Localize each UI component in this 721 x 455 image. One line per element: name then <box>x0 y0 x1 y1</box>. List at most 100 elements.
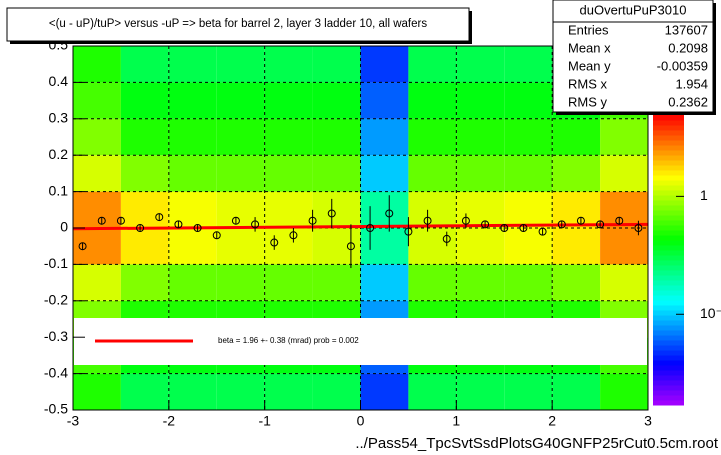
heatmap-cell <box>73 46 121 83</box>
stats-title: duOvertuPuP3010 <box>580 2 687 17</box>
heatmap-cell <box>168 191 217 228</box>
profile-point <box>193 224 202 232</box>
color-bar-segment <box>653 160 684 166</box>
y-tick-label: 0.1 <box>49 182 69 198</box>
color-bar-segment <box>653 285 684 291</box>
stats-value: 0.2362 <box>668 94 708 109</box>
heatmap-cell <box>408 82 457 119</box>
profile-point <box>155 213 164 222</box>
color-bar-segment <box>653 115 684 121</box>
heatmap-cell <box>73 155 121 192</box>
heatmap-cell <box>264 46 313 83</box>
color-bar-segment <box>653 255 684 261</box>
profile-point <box>519 224 528 232</box>
heatmap-cell <box>168 264 217 301</box>
heatmap-cell <box>456 264 505 301</box>
heatmap-cell <box>360 373 409 410</box>
heatmap-cell <box>264 118 313 156</box>
heatmap-cell <box>216 191 265 228</box>
color-bar-segment <box>653 200 684 206</box>
heatmap-cell <box>216 264 265 301</box>
heatmap-cell <box>456 82 505 119</box>
color-bar-segment <box>653 185 684 191</box>
fit-line <box>72 222 649 231</box>
heatmap-cell <box>408 373 457 410</box>
heatmap-cell <box>504 228 553 265</box>
color-bar-segment <box>653 310 684 316</box>
heatmap-cell <box>504 46 553 83</box>
color-bar-segment <box>653 365 684 371</box>
heatmap-cell <box>216 373 265 410</box>
profile-point <box>308 216 317 225</box>
x-tick-label: -2 <box>163 413 176 429</box>
heatmap-cell <box>216 228 265 265</box>
heatmap-cell <box>73 264 121 301</box>
color-bar-segment <box>653 370 684 376</box>
stats-value: -0.00359 <box>657 58 708 73</box>
y-tick-label: -0.1 <box>44 255 68 271</box>
heatmap-cell <box>120 191 169 228</box>
heatmap-cell <box>552 155 601 192</box>
profile-point <box>366 224 375 232</box>
color-bar-segment <box>653 175 684 181</box>
heatmap-cell <box>360 191 409 228</box>
stats-label: RMS x <box>568 76 608 91</box>
color-bar-segment <box>653 355 684 361</box>
heatmap-cell <box>504 373 553 410</box>
heatmap-cell <box>456 373 505 410</box>
heatmap-cell <box>408 155 457 192</box>
color-bar-segment <box>653 155 684 161</box>
color-bar-segment <box>653 220 684 226</box>
title-box <box>6 7 470 42</box>
color-bar-segment <box>653 190 684 196</box>
profile-point <box>404 227 413 236</box>
profile-point <box>289 231 298 240</box>
heatmap-cell <box>264 191 313 228</box>
color-bar-segment <box>653 250 684 256</box>
color-bar-segment <box>653 270 684 276</box>
color-bar-segment <box>653 385 684 391</box>
x-tick-label: 0 <box>357 413 365 429</box>
stats-label: Mean y <box>568 58 611 73</box>
heatmap-cell <box>312 82 361 119</box>
color-bar-segment <box>653 140 684 146</box>
x-axis-label: ../Pass54_TpcSvtSsdPlotsG40GNFP25rCut0.5… <box>355 435 718 452</box>
heatmap-cell <box>73 118 121 156</box>
profile-point <box>557 220 566 229</box>
profile-point <box>442 234 451 243</box>
heatmap-cell <box>120 228 169 265</box>
profile-point <box>538 227 547 236</box>
heatmap-cell <box>600 373 648 410</box>
heatmap-cell <box>504 264 553 301</box>
color-bar-segment <box>653 240 684 246</box>
heatmap-cell <box>264 228 313 265</box>
stats-label: RMS y <box>568 94 608 109</box>
heatmap-cell <box>73 82 121 119</box>
heatmap-cell <box>312 155 361 192</box>
heatmap-cell <box>408 191 457 228</box>
heatmap-cell <box>120 118 169 156</box>
profile-point <box>251 220 260 229</box>
heatmap-cell <box>73 228 121 265</box>
color-bar-segment <box>653 245 684 251</box>
heatmap-cell <box>504 191 553 228</box>
profile-point <box>500 224 509 232</box>
heatmap-cell <box>600 228 648 265</box>
color-bar-segment <box>653 205 684 211</box>
y-tick-label: -0.5 <box>44 401 68 417</box>
y-tick-label: -0.3 <box>44 328 68 344</box>
y-tick-label: -0.4 <box>44 364 68 380</box>
heatmap-cell <box>600 191 648 228</box>
y-tick-label: 0.3 <box>49 110 69 126</box>
profile-point <box>481 220 490 229</box>
profile-point <box>634 224 643 232</box>
heatmap-cell <box>360 46 409 83</box>
profile-point <box>346 242 355 251</box>
y-tick-label: 0.2 <box>49 146 69 162</box>
color-bar-segment <box>653 390 684 396</box>
heatmap-cell <box>408 264 457 301</box>
color-bar-segment <box>653 165 684 171</box>
color-bar-segment <box>653 360 684 366</box>
profile-point <box>615 216 624 225</box>
